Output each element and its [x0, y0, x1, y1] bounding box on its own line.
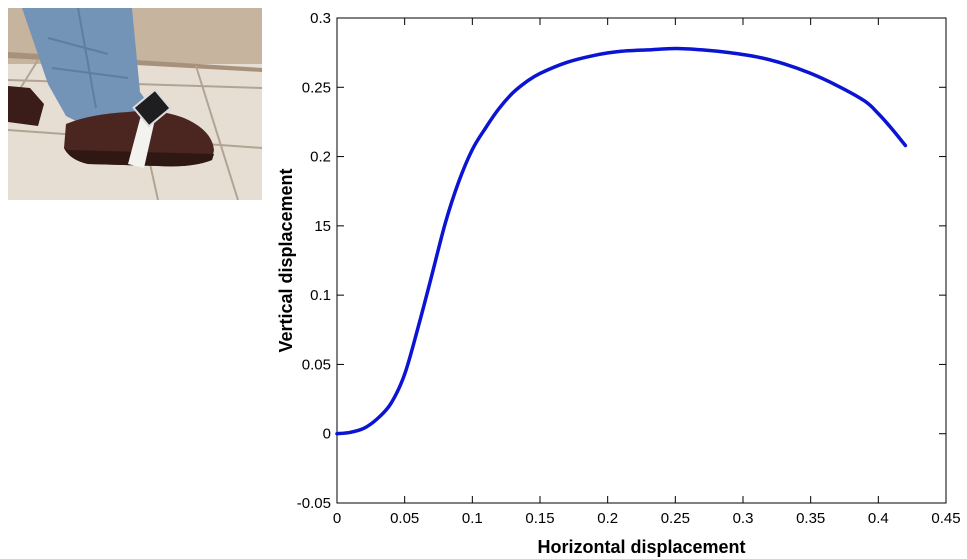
x-tick-label: 0.45 — [931, 510, 960, 527]
y-axis-label: Vertical displacement — [276, 168, 296, 352]
y-tick-label: 0.2 — [310, 149, 331, 166]
photo-sensor-unit — [132, 88, 172, 128]
x-tick-label: 0.1 — [462, 510, 483, 527]
series-layer — [335, 46, 908, 436]
photo-jeans-seam — [47, 8, 129, 109]
y-tick-label: -0.05 — [297, 495, 331, 512]
y-tick-label: 0.1 — [310, 287, 331, 304]
x-tick-label: 0.15 — [525, 510, 554, 527]
x-tick-label: 0.3 — [733, 510, 754, 527]
photo-back-shoe — [8, 86, 44, 126]
plot-frame — [336, 17, 947, 504]
x-tick-label: 0.35 — [796, 510, 825, 527]
y-axis-ticks: -0.05 0 0.05 0.1 15 0.2 0.25 0.3 — [297, 10, 946, 512]
x-axis-ticks: 0 0.05 0.1 0.15 0.2 0.25 0.3 0.35 0.4 0.45 — [333, 18, 961, 527]
y-tick-label: 0.05 — [302, 356, 331, 373]
x-tick-label: 0.2 — [597, 510, 618, 527]
x-tick-label: 0 — [333, 510, 341, 527]
y-tick-label: 0.3 — [310, 10, 331, 27]
x-tick-label: 0.05 — [390, 510, 419, 527]
x-tick-label: 0.4 — [868, 510, 889, 527]
foot-sensor-photo — [8, 8, 262, 200]
x-axis-label: Horizontal displacement — [537, 537, 745, 557]
y-tick-label: 0.25 — [302, 79, 331, 96]
y-tick-label: 15 — [314, 218, 331, 235]
y-tick-label: 0 — [323, 426, 331, 443]
x-tick-label: 0.25 — [661, 510, 690, 527]
series-line — [335, 46, 908, 436]
